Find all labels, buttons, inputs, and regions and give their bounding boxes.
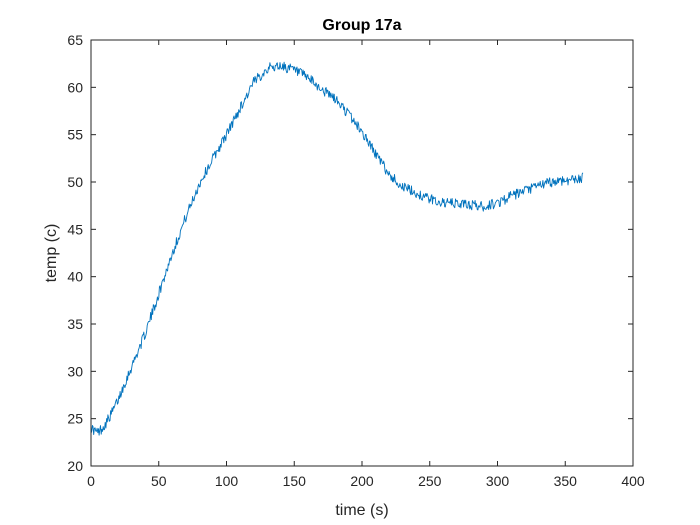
y-tick-label: 25 — [67, 411, 83, 427]
y-tick-label: 65 — [67, 32, 83, 48]
y-tick-label: 20 — [67, 458, 83, 474]
plot-area-background — [91, 40, 633, 466]
x-tick-label: 150 — [283, 473, 307, 489]
y-tick-label: 55 — [67, 127, 83, 143]
x-tick-label: 200 — [350, 473, 374, 489]
series-layer — [90, 61, 584, 436]
x-tick-label: 350 — [554, 473, 578, 489]
x-tick-label: 300 — [486, 473, 510, 489]
x-tick-label: 0 — [87, 473, 95, 489]
series-line-0 — [90, 61, 584, 436]
y-tick-label: 30 — [67, 363, 83, 379]
y-tick-label: 50 — [67, 174, 83, 190]
y-tick-label: 40 — [67, 269, 83, 285]
chart-title: Group 17a — [322, 17, 401, 34]
x-axis-label: time (s) — [335, 502, 388, 519]
y-tick-label: 45 — [67, 221, 83, 237]
y-tick-label: 35 — [67, 316, 83, 332]
y-axis-ticks: 20 25 30 35 40 45 50 55 60 65 — [67, 32, 633, 474]
y-tick-label: 60 — [67, 79, 83, 95]
x-tick-label: 100 — [215, 473, 239, 489]
x-tick-label: 400 — [621, 473, 645, 489]
y-axis-label: temp (c) — [43, 224, 60, 283]
x-tick-label: 50 — [151, 473, 167, 489]
x-axis-ticks: 0 50 100 150 200 250 300 350 400 — [87, 40, 645, 489]
x-tick-label: 250 — [418, 473, 442, 489]
